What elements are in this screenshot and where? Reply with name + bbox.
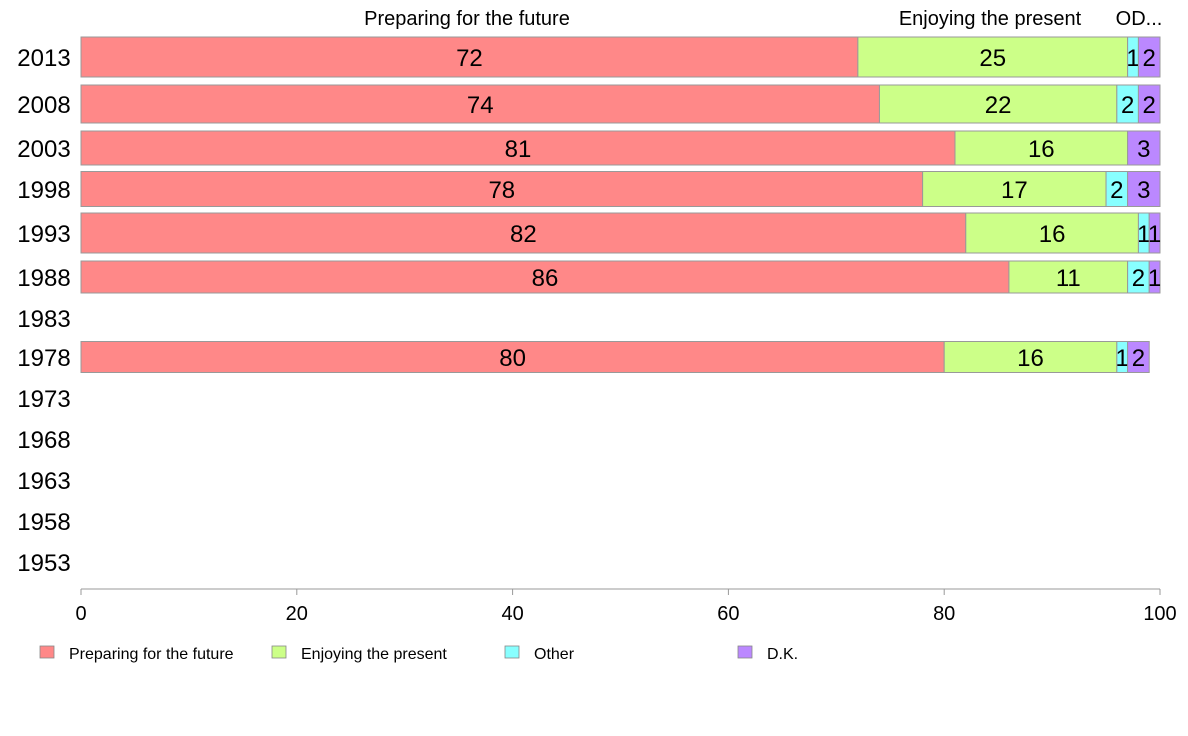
bar-segment xyxy=(80,36,859,78)
bar-value-label: 74 xyxy=(467,92,494,119)
bar-value-label: 1 xyxy=(1137,221,1150,248)
y-tick-label: 1963 xyxy=(17,468,70,495)
bar-segment xyxy=(80,130,956,166)
y-tick-label: 2003 xyxy=(17,136,70,163)
bar-value-label: 22 xyxy=(985,92,1012,119)
bar-segment xyxy=(80,260,1010,294)
bar-segment xyxy=(922,171,1107,207)
bar-value-label: 86 xyxy=(532,265,559,292)
legend-swatch xyxy=(271,645,287,659)
bar-value-label: 16 xyxy=(1017,345,1044,372)
bar-value-label: 16 xyxy=(1028,136,1055,163)
bar-value-label: 78 xyxy=(488,177,515,204)
y-tick-label: 1993 xyxy=(17,221,70,248)
bar-value-label: 82 xyxy=(510,221,537,248)
bar-segment xyxy=(1137,36,1161,78)
bar-value-label: 1 xyxy=(1148,221,1161,248)
bar-segment xyxy=(878,84,1118,124)
bar-value-label: 1 xyxy=(1116,345,1129,372)
y-tick-label: 2013 xyxy=(17,45,70,72)
bar-value-label: 17 xyxy=(1001,177,1028,204)
bar-segment xyxy=(1137,84,1161,124)
x-tick-label: 40 xyxy=(501,603,523,625)
bar-value-label: 81 xyxy=(505,136,532,163)
column-header-2: OD... xyxy=(1116,8,1163,30)
y-tick-label: 2008 xyxy=(17,92,70,119)
bar-value-label: 72 xyxy=(456,45,483,72)
bar-value-label: 3 xyxy=(1137,177,1150,204)
bar-value-label: 25 xyxy=(979,45,1006,72)
bar-value-label: 3 xyxy=(1137,136,1150,163)
y-tick-label: 1978 xyxy=(17,345,70,372)
bar-segment xyxy=(1148,212,1161,254)
bar-segment xyxy=(1127,171,1161,207)
legend-swatch xyxy=(504,645,520,659)
bar-value-label: 80 xyxy=(499,345,526,372)
bar-segment xyxy=(1148,260,1161,294)
y-tick-label: 1983 xyxy=(17,306,70,333)
bar-segment xyxy=(1127,341,1150,373)
legend-swatch xyxy=(737,645,753,659)
bar-value-label: 1 xyxy=(1148,265,1161,292)
bar-value-label: 1 xyxy=(1126,45,1139,72)
bar-value-label: 2 xyxy=(1121,92,1134,119)
column-header-0: Preparing for the future xyxy=(364,8,570,30)
bar-value-label: 2 xyxy=(1143,92,1156,119)
x-tick-label: 60 xyxy=(717,603,739,625)
bar-value-label: 11 xyxy=(1056,265,1081,292)
x-tick-label: 20 xyxy=(286,603,308,625)
bar-value-label: 2 xyxy=(1143,45,1156,72)
bar-segment xyxy=(80,84,880,124)
legend-swatch xyxy=(39,645,55,659)
y-tick-label: 1953 xyxy=(17,550,70,577)
x-tick-label: 0 xyxy=(75,603,86,625)
bar-segment xyxy=(80,171,924,207)
y-tick-label: 1998 xyxy=(17,177,70,204)
y-tick-label: 1988 xyxy=(17,265,70,292)
y-tick-label: 1973 xyxy=(17,386,70,413)
bar-value-label: 2 xyxy=(1132,345,1145,372)
x-tick-label: 100 xyxy=(1143,603,1176,625)
bar-value-label: 16 xyxy=(1039,221,1066,248)
y-tick-label: 1958 xyxy=(17,509,70,536)
bar-segment xyxy=(954,130,1129,166)
legend-label: Enjoying the present xyxy=(301,646,447,663)
legend-label: Preparing for the future xyxy=(69,646,234,663)
bar-value-label: 2 xyxy=(1132,265,1145,292)
bar-segment xyxy=(80,212,967,254)
column-header-1: Enjoying the present xyxy=(899,8,1082,30)
legend-label: D.K. xyxy=(767,646,798,663)
bar-value-label: 2 xyxy=(1110,177,1123,204)
legend-label: Other xyxy=(534,646,575,663)
bar-segment xyxy=(1127,130,1161,166)
y-tick-label: 1968 xyxy=(17,427,70,454)
x-tick-label: 80 xyxy=(933,603,955,625)
bar-segment xyxy=(1008,260,1129,294)
bar-segment xyxy=(857,36,1129,78)
